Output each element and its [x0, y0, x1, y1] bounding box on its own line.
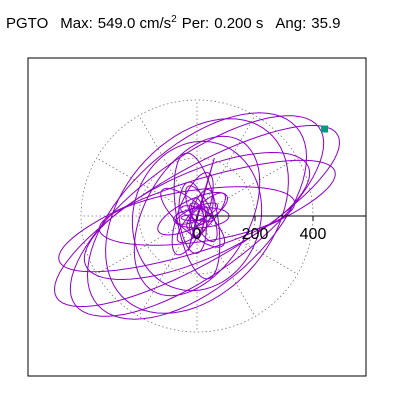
- grid-spoke: [196, 215, 256, 317]
- x-tick-label: 200: [242, 226, 269, 243]
- per-label: Per:: [181, 15, 210, 32]
- x-tick-label: 0: [193, 226, 202, 243]
- orbit-loop: [58, 159, 336, 273]
- orbit-loop: [173, 152, 221, 280]
- peak-marker-layer: [321, 125, 329, 133]
- peak-marker: [321, 125, 329, 133]
- orbit-core-loop: [189, 188, 214, 239]
- orbit-core-loop: [173, 207, 230, 229]
- orbit-loop: [131, 140, 263, 292]
- plot-frame: [27, 57, 367, 377]
- grid-spoke: [138, 115, 198, 217]
- per-value: 0.200 s: [214, 15, 264, 32]
- component-label: PGTO: [6, 15, 49, 32]
- ang-label: Ang:: [275, 15, 307, 32]
- grid-spoke: [138, 215, 198, 317]
- orbit-loop: [133, 135, 261, 297]
- grid-spoke: [96, 215, 198, 275]
- x-axis: 0 200 400: [193, 215, 366, 243]
- orbit-core-loop: [171, 171, 214, 256]
- orbit-core-loop: [188, 202, 206, 225]
- orbit-loop: [69, 115, 325, 317]
- chart-header: PGTO Max: 549.0 cm/s2 Per: 0.200 s Ang: 35.9: [6, 14, 340, 32]
- grid-spoke: [96, 157, 198, 217]
- orbit-core-loop: [180, 205, 214, 223]
- x-tick-label: 400: [300, 226, 327, 243]
- grid-spoke: [196, 115, 256, 217]
- grid-spoke: [196, 215, 298, 275]
- grid-spoke: [196, 157, 298, 217]
- orbit-spike: [187, 157, 215, 251]
- max-value: 549.0 cm/s: [97, 15, 172, 32]
- max-label: Max:: [60, 15, 93, 32]
- max-unit-exponent: 2: [171, 14, 177, 25]
- orbit-loop: [98, 186, 296, 246]
- ang-value: 35.9: [311, 15, 341, 32]
